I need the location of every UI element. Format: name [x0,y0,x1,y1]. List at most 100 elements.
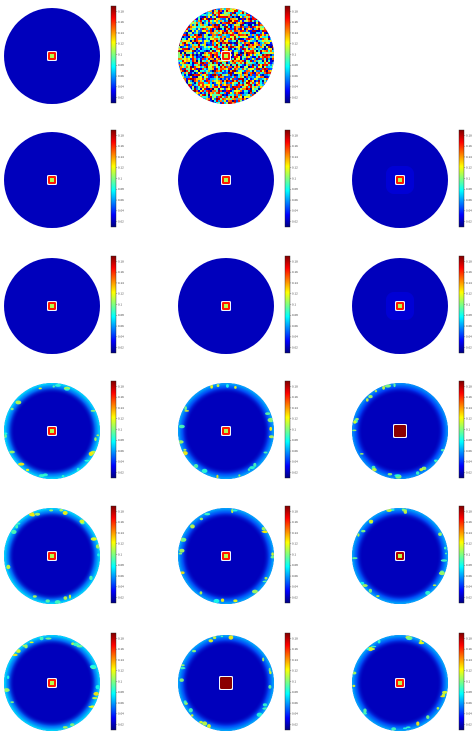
colorbar-tick-label: 0.18 [118,509,124,513]
simulation-panel: 0.02 0.04 0.06 0.08 0.1 0.12 0.14 0.16 0.18 [4,129,124,228]
colorbar-tick-label: 0.06 [118,74,124,78]
colorbar-tick-label: 0.12 [292,417,298,421]
simulation-panel: 0.02 0.04 0.06 0.08 0.1 0.12 0.14 0.16 0.18 [178,5,298,104]
colorbar-tick-label: 0.16 [118,20,124,24]
colorbar-tick-label: 0.14 [118,658,124,662]
colorbar-tick-label: 0.1 [118,427,122,431]
colorbar-tick-label: 0.08 [118,690,124,694]
colorbar-tick-label: 0.14 [118,155,124,159]
colorbar: 0.02 0.04 0.06 0.08 0.1 0.12 0.14 0.16 0.18 [110,5,124,104]
inclusion-core [224,429,228,433]
boundary-spots [178,509,274,603]
simulation-panel: 0.02 0.04 0.06 0.08 0.1 0.12 0.14 0.16 0.18 [4,380,124,479]
colorbar-tick-label: 0.14 [292,406,298,410]
colorbar-tick-label: 0.06 [292,324,298,328]
simulation-panel: 0.02 0.04 0.06 0.08 0.1 0.12 0.14 0.16 0.18 [4,505,124,604]
colorbar: 0.02 0.04 0.06 0.08 0.1 0.12 0.14 0.16 0.18 [284,255,298,354]
colorbar-tick-label: 0.04 [292,335,298,339]
colorbar-tick-label: 0.02 [292,346,298,350]
colorbar-tick-label: 0.06 [118,449,124,453]
colorbar-tick-label: 0.14 [466,531,472,535]
colorbar-tick-label: 0.16 [292,395,298,399]
colorbar-tick-label: 0.02 [292,723,298,727]
simulation-panel: 0.02 0.04 0.06 0.08 0.1 0.12 0.14 0.16 0.18 [178,632,298,731]
colorbar-tick-label: 0.14 [466,281,472,285]
colorbar-tick-label: 0.06 [292,574,298,578]
colorbar-tick-label: 0.1 [466,552,470,556]
colorbar-tick-label: 0.06 [292,198,298,202]
boundary-spots [179,635,272,729]
inclusion-core [50,304,54,308]
colorbar-tick-label: 0.16 [292,520,298,524]
colorbar-tick-label: 0.12 [118,292,124,296]
colorbar: 0.02 0.04 0.06 0.08 0.1 0.12 0.14 0.16 0.18 [284,380,298,479]
colorbar-tick-label: 0.16 [466,647,472,651]
colorbar-tick-label: 0.12 [292,166,298,170]
colorbar-tick-label: 0.12 [118,42,124,46]
boundary-spots [4,636,100,729]
inclusion-core [398,304,402,308]
colorbar-tick-label: 0.08 [118,187,124,191]
inclusion-core [224,54,228,58]
colorbar-tick-label: 0.18 [292,9,298,13]
colorbar: 0.02 0.04 0.06 0.08 0.1 0.12 0.14 0.16 0.18 [110,380,124,479]
inclusion-core [50,681,54,685]
colorbar-tick-label: 0.08 [466,187,472,191]
colorbar-tick-label: 0.04 [466,460,472,464]
colorbar-tick-label: 0.1 [118,302,122,306]
colorbar-tick-label: 0.16 [466,395,472,399]
colorbar: 0.02 0.04 0.06 0.08 0.1 0.12 0.14 0.16 0.18 [458,129,472,228]
colorbar-tick-label: 0.02 [466,596,472,600]
simulation-panel: 0.02 0.04 0.06 0.08 0.1 0.12 0.14 0.16 0.18 [352,380,472,479]
colorbar-tick-label: 0.14 [292,658,298,662]
colorbar-tick-label: 0.14 [466,658,472,662]
colorbar-tick-label: 0.02 [292,220,298,224]
colorbar-tick-label: 0.02 [466,471,472,475]
colorbar-tick-label: 0.08 [118,438,124,442]
colorbar-tick-label: 0.12 [466,292,472,296]
colorbar: 0.02 0.04 0.06 0.08 0.1 0.12 0.14 0.16 0.18 [458,380,472,479]
simulation-panel: 0.02 0.04 0.06 0.08 0.1 0.12 0.14 0.16 0.18 [352,632,472,731]
colorbar-tick-label: 0.04 [292,209,298,213]
colorbar-tick-label: 0.18 [292,636,298,640]
colorbar-tick-label: 0.12 [292,42,298,46]
colorbar-tick-label: 0.06 [466,449,472,453]
colorbar-tick-label: 0.1 [292,176,296,180]
colorbar-tick-label: 0.1 [118,679,122,683]
colorbar: 0.02 0.04 0.06 0.08 0.1 0.12 0.14 0.16 0.18 [284,505,298,604]
colorbar-tick-label: 0.1 [118,176,122,180]
colorbar-tick-label: 0.06 [118,574,124,578]
colorbar-tick-label: 0.18 [466,509,472,513]
simulation-panel: 0.02 0.04 0.06 0.08 0.1 0.12 0.14 0.16 0.18 [178,129,298,228]
colorbar-tick-label: 0.18 [466,133,472,137]
colorbar-tick-label: 0.1 [466,679,470,683]
colorbar-tick-label: 0.16 [292,270,298,274]
inclusion-core [50,54,54,58]
colorbar: 0.02 0.04 0.06 0.08 0.1 0.12 0.14 0.16 0.18 [284,632,298,731]
colorbar-tick-label: 0.04 [292,585,298,589]
colorbar-tick-label: 0.12 [292,542,298,546]
central-inclusion [220,677,232,689]
colorbar-tick-label: 0.16 [292,20,298,24]
simulation-panel: 0.02 0.04 0.06 0.08 0.1 0.12 0.14 0.16 0.18 [352,505,472,604]
colorbar-tick-label: 0.16 [118,270,124,274]
colorbar-tick-label: 0.18 [466,384,472,388]
colorbar-tick-label: 0.02 [292,96,298,100]
colorbar-tick-label: 0.1 [292,427,296,431]
colorbar-tick-label: 0.02 [118,723,124,727]
colorbar-tick-label: 0.16 [466,144,472,148]
colorbar-tick-label: 0.08 [292,187,298,191]
colorbar-tick-label: 0.08 [466,690,472,694]
colorbar-tick-label: 0.04 [466,335,472,339]
inclusion-core [50,178,54,182]
colorbar-tick-label: 0.18 [292,384,298,388]
colorbar-tick-label: 0.04 [292,85,298,89]
boundary-spots [352,508,448,597]
colorbar-tick-label: 0.12 [118,669,124,673]
colorbar-tick-label: 0.1 [292,552,296,556]
colorbar-tick-label: 0.14 [466,406,472,410]
colorbar-tick-label: 0.1 [292,679,296,683]
colorbar-tick-label: 0.16 [118,647,124,651]
colorbar-tick-label: 0.14 [292,31,298,35]
